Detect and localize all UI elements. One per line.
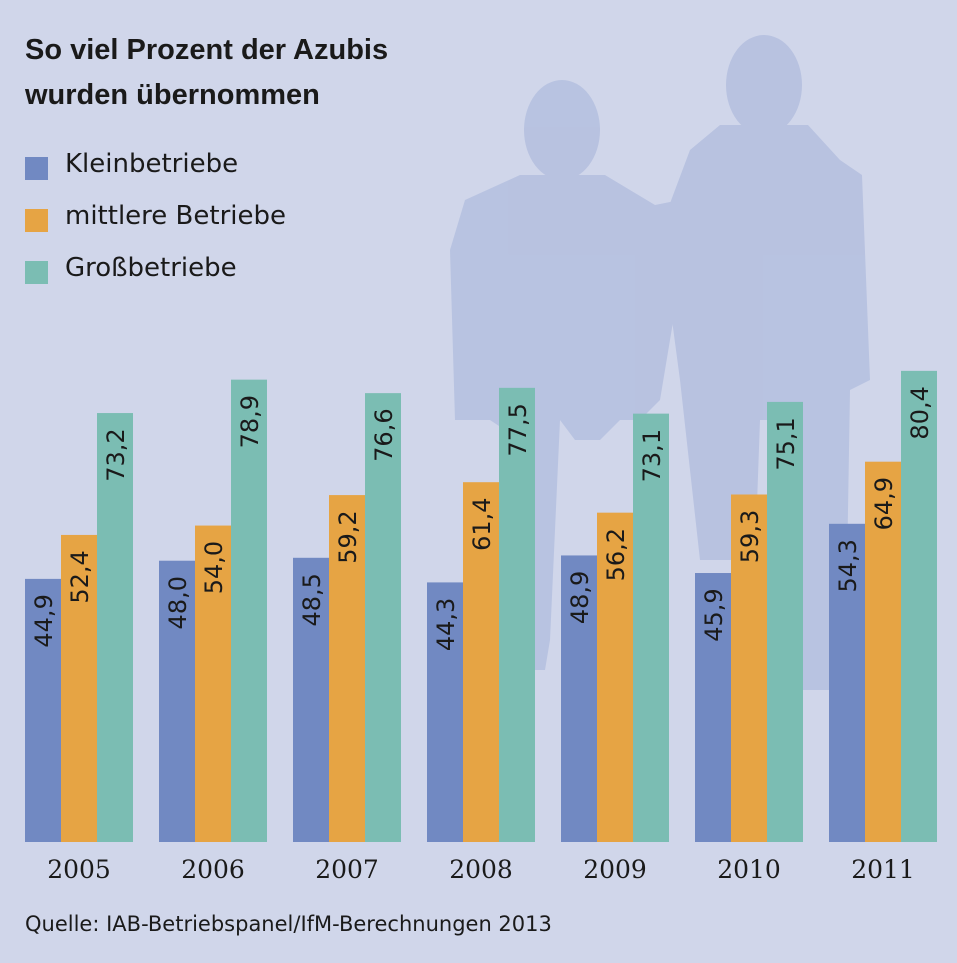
value-label: 77,5 (504, 403, 532, 456)
bar-mittlere-betriebe-2005 (61, 534, 97, 842)
value-label: 54,0 (200, 541, 228, 594)
x-tick-label: 2009 (583, 855, 647, 884)
legend-swatch-orange (25, 209, 48, 232)
value-label: 76,6 (370, 408, 398, 461)
value-label: 44,9 (30, 594, 58, 647)
x-tick-label: 2006 (181, 855, 245, 884)
value-label: 75,1 (772, 417, 800, 470)
x-tick-label: 2011 (851, 855, 915, 884)
x-tick-label: 2005 (47, 855, 111, 884)
x-tick-label: 2007 (315, 855, 379, 884)
value-label: 54,3 (834, 539, 862, 592)
value-label: 56,2 (602, 528, 630, 581)
bar-großbetriebe-2006 (231, 379, 267, 842)
value-label: 78,9 (236, 395, 264, 448)
legend-swatch-green (25, 261, 48, 284)
bar-kleinbetriebe-2011 (829, 523, 865, 842)
bar-mittlere-betriebe-2007 (329, 495, 365, 842)
x-tick-label: 2008 (449, 855, 513, 884)
value-label: 59,3 (736, 510, 764, 563)
value-label: 45,9 (700, 588, 728, 641)
legend-label: Kleinbetriebe (65, 149, 239, 179)
chart-title: So viel Prozent der Azubis wurden übernom… (25, 28, 388, 118)
value-label: 48,0 (164, 576, 192, 629)
value-label: 80,4 (906, 386, 934, 439)
bar-großbetriebe-2007 (365, 393, 401, 842)
bar-kleinbetriebe-2005 (25, 578, 61, 842)
value-label: 44,3 (432, 598, 460, 651)
value-label: 59,2 (334, 510, 362, 563)
bar-kleinbetriebe-2007 (293, 557, 329, 842)
source-note: Quelle: IAB-Betriebspanel/IfM-Berechnung… (25, 912, 552, 936)
legend-label: Großbetriebe (65, 253, 237, 283)
bar-kleinbetriebe-2008 (427, 582, 463, 842)
bar-mittlere-betriebe-2008 (463, 482, 499, 842)
bar-großbetriebe-2009 (633, 413, 669, 842)
value-label: 73,2 (102, 428, 130, 481)
bar-mittlere-betriebe-2011 (865, 461, 901, 842)
title-line-2: wurden übernommen (25, 79, 320, 111)
title-line-1: So viel Prozent der Azubis (25, 34, 389, 66)
bar-großbetriebe-2010 (767, 401, 803, 842)
value-label: 52,4 (66, 550, 94, 603)
bar-kleinbetriebe-2010 (695, 573, 731, 842)
bar-mittlere-betriebe-2010 (731, 494, 767, 842)
legend-swatch-blue (25, 157, 48, 180)
bar-mittlere-betriebe-2006 (195, 525, 231, 842)
bar-großbetriebe-2011 (901, 370, 937, 842)
bar-kleinbetriebe-2009 (561, 555, 597, 842)
value-label: 61,4 (468, 497, 496, 550)
bar-großbetriebe-2008 (499, 387, 535, 842)
value-label: 48,9 (566, 571, 594, 624)
x-tick-label: 2010 (717, 855, 781, 884)
value-label: 48,5 (298, 573, 326, 626)
bar-großbetriebe-2005 (97, 413, 133, 842)
legend-label: mittlere Betriebe (65, 201, 286, 231)
value-label: 73,1 (638, 429, 666, 482)
value-label: 64,9 (870, 477, 898, 530)
bar-mittlere-betriebe-2009 (597, 512, 633, 842)
bar-kleinbetriebe-2006 (159, 560, 195, 842)
